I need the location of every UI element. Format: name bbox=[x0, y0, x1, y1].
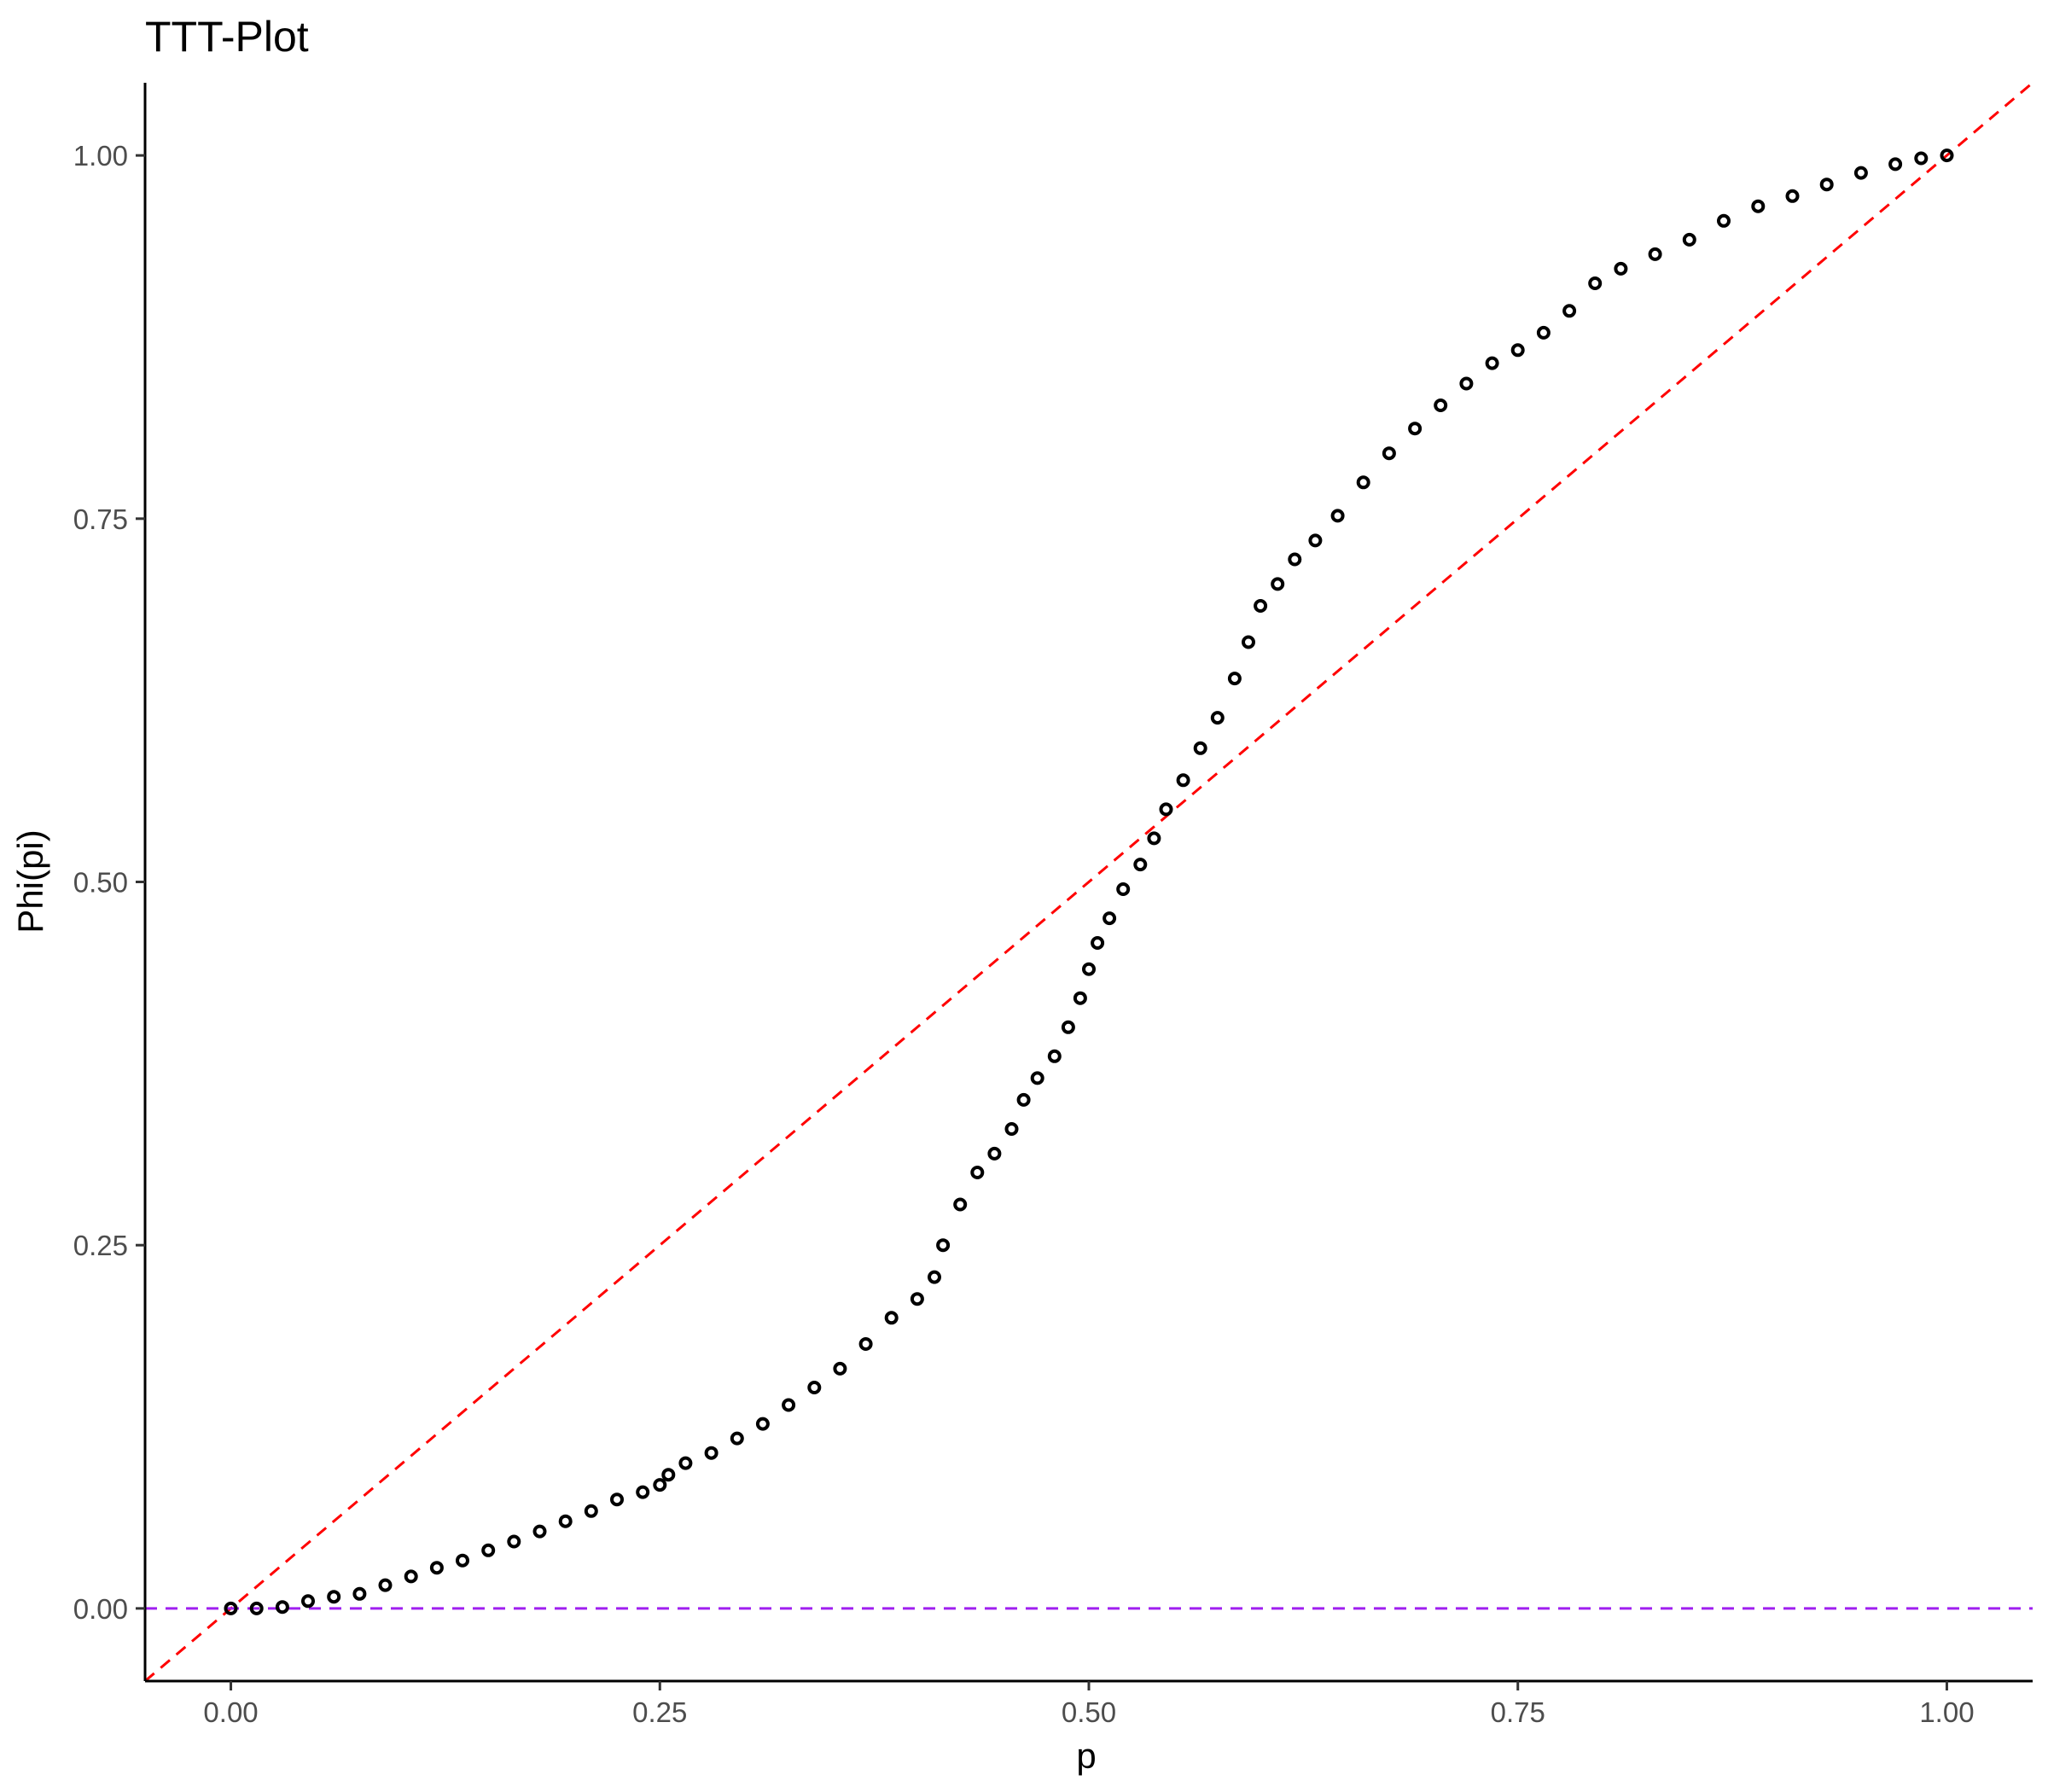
data-point bbox=[1330, 509, 1345, 523]
data-point bbox=[678, 1456, 693, 1470]
data-point bbox=[352, 1586, 367, 1601]
data-point bbox=[1382, 446, 1396, 461]
data-point bbox=[1147, 831, 1161, 846]
data-point bbox=[1536, 325, 1551, 340]
data-point bbox=[987, 1146, 1002, 1161]
x-tick-label: 0.75 bbox=[1491, 1696, 1545, 1728]
data-point bbox=[1888, 157, 1903, 172]
data-point bbox=[636, 1485, 650, 1499]
x-tick-label: 0.00 bbox=[203, 1696, 258, 1728]
data-point bbox=[782, 1398, 796, 1412]
data-point bbox=[970, 1166, 985, 1179]
data-point bbox=[1485, 356, 1499, 370]
y-tick-label: 0.00 bbox=[73, 1593, 128, 1625]
data-point bbox=[1133, 858, 1148, 872]
data-point bbox=[249, 1601, 264, 1615]
data-point bbox=[704, 1446, 719, 1460]
data-point bbox=[1227, 672, 1242, 686]
data-point bbox=[327, 1590, 341, 1604]
data-point bbox=[1510, 343, 1525, 358]
y-tick-label: 0.50 bbox=[73, 867, 128, 899]
data-point bbox=[532, 1524, 547, 1539]
data-point bbox=[1061, 1020, 1075, 1034]
data-point bbox=[1091, 936, 1105, 950]
data-points bbox=[224, 148, 1954, 1615]
data-point bbox=[224, 1601, 238, 1615]
data-point bbox=[301, 1594, 315, 1609]
y-tick-label: 0.75 bbox=[73, 503, 128, 535]
data-point bbox=[1682, 232, 1696, 247]
x-tick-label: 0.25 bbox=[632, 1696, 687, 1728]
data-point bbox=[1210, 711, 1225, 725]
data-point bbox=[1785, 189, 1800, 203]
data-point bbox=[378, 1578, 393, 1592]
data-point bbox=[1193, 741, 1207, 755]
reference-lines bbox=[145, 83, 2033, 1681]
data-point bbox=[928, 1270, 941, 1284]
data-point bbox=[1434, 399, 1448, 412]
reference-line-diagonal bbox=[145, 83, 2033, 1681]
data-point bbox=[1004, 1122, 1019, 1136]
data-point bbox=[610, 1492, 624, 1507]
data-point bbox=[1614, 261, 1628, 276]
data-point bbox=[1717, 213, 1731, 228]
data-point bbox=[1356, 475, 1370, 490]
data-point bbox=[1940, 148, 1954, 163]
data-point bbox=[1116, 882, 1131, 896]
data-point bbox=[1408, 422, 1423, 436]
y-tick-label: 1.00 bbox=[73, 140, 128, 172]
data-point bbox=[456, 1553, 469, 1568]
x-tick-label: 1.00 bbox=[1919, 1696, 1974, 1728]
data-point bbox=[1073, 991, 1087, 1005]
data-point bbox=[1271, 577, 1285, 591]
data-point bbox=[1308, 533, 1323, 548]
data-point bbox=[755, 1417, 770, 1431]
data-point bbox=[884, 1311, 899, 1325]
data-point bbox=[1648, 247, 1662, 261]
data-point bbox=[653, 1478, 667, 1492]
y-axis-ticks: 0.00 0.25 0.50 0.75 1.00 bbox=[73, 140, 145, 1625]
x-tick-label: 0.50 bbox=[1062, 1696, 1116, 1728]
data-point bbox=[429, 1561, 444, 1575]
data-point bbox=[910, 1292, 924, 1306]
data-point bbox=[1159, 802, 1173, 817]
y-axis-title: Phi(pi) bbox=[10, 829, 50, 933]
data-point bbox=[1914, 151, 1929, 166]
x-axis-ticks: 0.00 0.25 0.50 0.75 1.00 bbox=[203, 1681, 1975, 1728]
data-point bbox=[936, 1238, 951, 1253]
data-point bbox=[1103, 911, 1117, 926]
data-point bbox=[558, 1514, 573, 1528]
data-point bbox=[1047, 1049, 1062, 1063]
data-point bbox=[275, 1600, 289, 1615]
x-axis-title: p bbox=[1076, 1736, 1096, 1776]
data-point bbox=[1254, 599, 1268, 613]
chart-title: TTT-Plot bbox=[145, 13, 309, 61]
data-point bbox=[1082, 962, 1096, 976]
data-point bbox=[661, 1468, 676, 1482]
data-point bbox=[953, 1197, 968, 1212]
data-point bbox=[1288, 552, 1302, 567]
data-point bbox=[858, 1337, 873, 1351]
data-point bbox=[1030, 1071, 1044, 1085]
data-point bbox=[1588, 276, 1603, 290]
data-point bbox=[1751, 199, 1766, 213]
data-point bbox=[481, 1543, 496, 1557]
data-point bbox=[1016, 1092, 1031, 1107]
data-point bbox=[1819, 177, 1834, 192]
data-point bbox=[1242, 635, 1255, 649]
data-point bbox=[730, 1431, 744, 1446]
data-point bbox=[1459, 376, 1474, 391]
data-point bbox=[807, 1381, 822, 1394]
data-point bbox=[404, 1569, 418, 1584]
data-point bbox=[1176, 773, 1190, 788]
data-point bbox=[1562, 304, 1577, 318]
data-point bbox=[833, 1361, 847, 1376]
data-point bbox=[1853, 166, 1868, 180]
y-tick-label: 0.25 bbox=[73, 1230, 128, 1261]
data-point bbox=[507, 1534, 521, 1549]
data-point bbox=[584, 1504, 598, 1518]
